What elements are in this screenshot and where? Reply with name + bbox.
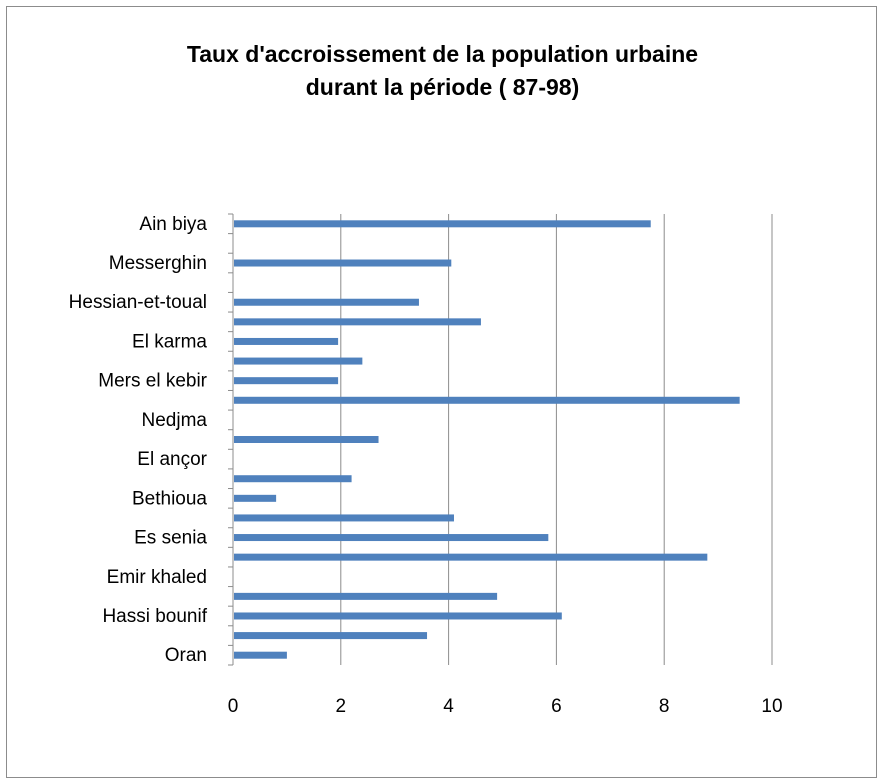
bar bbox=[234, 494, 277, 502]
bar bbox=[234, 396, 740, 404]
bar bbox=[234, 632, 428, 640]
gridlines bbox=[340, 214, 773, 665]
x-tick-label: 0 bbox=[228, 696, 239, 717]
bar bbox=[234, 553, 708, 561]
category-label: Mers el kebir bbox=[98, 371, 207, 392]
bar bbox=[234, 514, 454, 522]
bar bbox=[234, 377, 339, 385]
category-labels: Oran Hassi bounif Emir khaled Es senia Bethi… bbox=[69, 214, 208, 666]
x-tick-label: 8 bbox=[659, 696, 670, 717]
chart-frame bbox=[6, 6, 877, 778]
category-label: El karma bbox=[132, 331, 207, 352]
chart-title: Taux d'accroissement de la population ur… bbox=[0, 38, 885, 104]
y-axis bbox=[228, 213, 234, 666]
bar bbox=[234, 475, 352, 483]
x-axis-ticks: 0 2 4 6 8 10 bbox=[228, 696, 783, 717]
bar bbox=[234, 357, 363, 365]
bar bbox=[234, 298, 419, 306]
x-tick-label: 10 bbox=[761, 696, 782, 717]
x-tick-label: 4 bbox=[443, 696, 454, 717]
bar bbox=[234, 220, 651, 228]
category-label: Ain biya bbox=[139, 214, 207, 235]
bar bbox=[234, 318, 481, 326]
bars bbox=[234, 220, 740, 659]
category-label: Hassi bounif bbox=[102, 606, 207, 627]
bar bbox=[234, 534, 549, 542]
bar bbox=[234, 337, 339, 345]
bar bbox=[234, 651, 287, 659]
category-label: Es senia bbox=[134, 528, 207, 549]
bar bbox=[234, 436, 379, 443]
bar bbox=[234, 592, 498, 600]
category-label: Hessian-et-toual bbox=[69, 292, 207, 313]
category-label: Emir khaled bbox=[107, 567, 207, 588]
category-label: Oran bbox=[165, 645, 207, 666]
category-label: Nedjma bbox=[142, 410, 208, 431]
category-label: Messerghin bbox=[109, 253, 207, 274]
x-tick-label: 2 bbox=[336, 696, 347, 717]
chart-title-line-2: durant la période ( 87-98) bbox=[305, 74, 580, 100]
bar bbox=[234, 259, 452, 267]
category-label: Bethioua bbox=[132, 488, 207, 509]
chart-title-line-1: Taux d'accroissement de la population ur… bbox=[186, 41, 699, 67]
category-label: El ançor bbox=[137, 449, 207, 470]
x-tick-label: 6 bbox=[551, 696, 562, 717]
bar bbox=[234, 612, 562, 620]
